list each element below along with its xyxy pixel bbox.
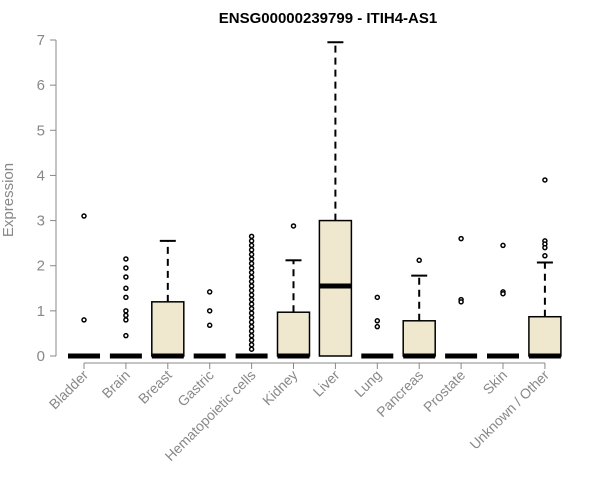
y-axis: 0 1 2 3 4 5 6 7 — [37, 32, 57, 365]
outlier-point — [458, 299, 464, 305]
box-bladder — [68, 213, 100, 359]
outlier-point — [123, 256, 129, 262]
box-gastric — [193, 289, 226, 359]
y-tick-label: 5 — [37, 122, 45, 139]
box-unknown-other — [528, 177, 562, 359]
outlier-point — [248, 274, 255, 280]
outlier-point — [248, 296, 255, 303]
outlier-point — [458, 235, 464, 242]
outlier-point — [248, 292, 255, 298]
outlier-point — [248, 332, 255, 339]
outlier-point — [123, 294, 129, 301]
outlier-point — [248, 238, 255, 244]
box-iqr — [528, 315, 562, 357]
outlier-point — [248, 346, 255, 352]
outlier-point — [248, 251, 255, 258]
outlier-point — [123, 285, 129, 292]
outlier-point — [248, 256, 255, 262]
box-prostate — [445, 235, 478, 359]
y-tick-label: 2 — [37, 258, 45, 275]
outlier-point — [248, 301, 255, 307]
outlier-point — [123, 308, 129, 314]
outlier-point — [123, 265, 129, 271]
outlier-point — [248, 323, 255, 330]
x-tick-label: Kidney — [259, 367, 301, 409]
outlier-point — [248, 278, 255, 285]
outlier-point — [248, 314, 255, 321]
outlier-point — [248, 310, 255, 316]
outlier-point — [248, 328, 255, 334]
outlier-point — [248, 247, 255, 253]
box-breast — [151, 239, 185, 359]
y-tick-label: 4 — [37, 167, 45, 184]
outlier-point — [248, 265, 255, 271]
outlier-point — [542, 244, 548, 251]
outlier-point — [123, 332, 129, 339]
y-axis-label: Expression — [0, 163, 17, 237]
boxes-group — [68, 41, 562, 359]
outlier-point — [248, 305, 255, 312]
x-tick-label: Skin — [480, 367, 511, 398]
x-tick-label: Prostate — [420, 367, 468, 415]
outlier-point — [542, 253, 548, 259]
y-tick-label: 7 — [37, 32, 45, 49]
outlier-point — [123, 274, 129, 280]
outlier-point — [500, 242, 506, 249]
chart-title: ENSG00000239799 - ITIH4-AS1 — [219, 10, 437, 27]
outlier-point — [374, 294, 381, 301]
y-tick-label: 1 — [37, 303, 45, 320]
y-tick-label: 6 — [37, 77, 45, 94]
outlier-point — [248, 283, 255, 289]
outlier-point — [248, 242, 255, 249]
box-iqr — [151, 301, 185, 357]
outlier-point — [248, 337, 255, 343]
outlier-point — [123, 317, 129, 323]
box-liver — [318, 41, 353, 357]
x-tick-label: Liver — [310, 367, 343, 400]
box-pancreas — [402, 257, 436, 359]
outlier-point — [374, 318, 381, 324]
x-tick-label: Pancreas — [373, 367, 426, 420]
x-tick-label: Breast — [135, 367, 175, 407]
outlier-point — [542, 177, 548, 183]
y-tick-label: 0 — [37, 348, 45, 365]
outlier-point — [248, 260, 255, 267]
y-tick-label: 3 — [37, 213, 45, 230]
outlier-point — [248, 287, 255, 294]
x-tick-label: Brain — [99, 367, 133, 401]
outlier-point — [206, 308, 213, 314]
box-skin — [487, 242, 519, 359]
outlier-point — [500, 290, 506, 297]
box-hematopoietic-cells — [235, 233, 268, 359]
outlier-point — [123, 312, 129, 319]
outlier-point — [206, 289, 213, 295]
outlier-point — [81, 213, 87, 219]
outlier-point — [206, 322, 213, 329]
outlier-point — [248, 233, 255, 240]
box-lung — [361, 294, 394, 359]
box-kidney — [276, 223, 311, 359]
x-tick-label: Lung — [351, 367, 384, 400]
outlier-point — [248, 319, 255, 325]
x-tick-label: Bladder — [46, 367, 92, 413]
x-tick-label: Unknown / Other — [466, 367, 552, 453]
outlier-point — [290, 223, 297, 229]
outlier-point — [248, 341, 255, 348]
outlier-point — [374, 323, 381, 330]
outlier-point — [81, 317, 87, 323]
box-iqr — [402, 320, 436, 357]
box-iqr — [276, 311, 311, 357]
outlier-point — [416, 257, 422, 264]
outlier-point — [248, 269, 255, 276]
box-brain — [109, 256, 142, 359]
